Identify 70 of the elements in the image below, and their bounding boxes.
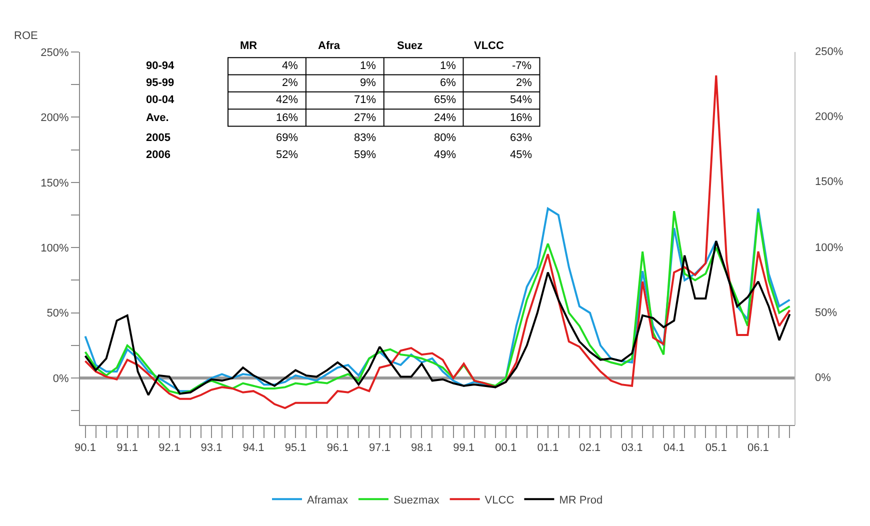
x-tick-label: 03.1 [621,442,643,454]
x-tick-label: 02.1 [579,442,601,454]
annotation: 4% [282,60,298,72]
x-tick-label: 00.1 [495,442,517,454]
x-tick-label: 93.1 [200,442,222,454]
annotation: MR [240,40,258,52]
annotation: 83% [354,132,376,144]
annotation: 2% [516,77,532,89]
annotation: 1% [440,60,456,72]
annotation: 45% [510,149,532,161]
annotation: Suez [397,40,424,52]
annotation: 16% [510,112,532,124]
annotation: Afra [318,40,341,52]
x-tick-label: 92.1 [158,442,180,454]
annotation: 69% [276,132,298,144]
annotation: 90-94 [146,60,176,72]
annotation: 16% [276,112,298,124]
x-tick-label: 95.1 [284,442,306,454]
x-tick-label: 91.1 [116,442,138,454]
x-tick-label: 99.1 [453,442,474,454]
annotation: 54% [510,94,532,106]
annotation: Ave. [146,112,169,124]
annotation: 95-99 [146,77,174,89]
x-tick-label: 06.1 [747,442,769,454]
annotation: -7% [512,60,532,72]
x-tick-label: 04.1 [663,442,685,454]
annotation: 24% [434,112,456,124]
annotation: 65% [434,94,456,106]
y2-tick-label: 50% [815,307,838,319]
legend-label: Suezmax [393,494,440,506]
y-tick-label: 100% [40,242,70,254]
y2-tick-label: 250% [815,46,844,58]
annotation: 2006 [146,149,170,161]
x-tick-label: 94.1 [242,442,264,454]
annotation: 59% [354,149,376,161]
y-tick-label: 150% [40,177,70,190]
legend-label: Aframax [307,494,348,506]
legend-label: MR Prod [559,494,603,506]
annotation: 2% [282,77,298,89]
x-tick-label: 98.1 [411,442,432,454]
annotation: 71% [354,94,376,106]
annotation: 6% [440,77,456,89]
annotation: 52% [276,149,298,161]
legend-label: VLCC [484,494,514,506]
y-tick-label: 250% [40,46,70,59]
x-tick-label: 01.1 [537,442,559,454]
annotation: 27% [354,112,376,124]
annotation: 1% [360,60,376,72]
annotation: 42% [276,94,298,106]
y2-tick-label: 200% [815,111,844,123]
line-series [84,74,791,410]
annotation: 80% [434,132,456,144]
y-tick-label: 50% [46,308,70,320]
y-tick-label: 0% [52,372,70,385]
annotation: 00-04 [146,94,176,106]
y-axis-title: ROE [14,30,38,42]
y-tick-label: 200% [40,112,70,124]
x-tick-label: 05.1 [705,442,727,454]
x-tick-label: 90.1 [74,442,96,454]
annotation: 49% [434,149,456,161]
annotation: 63% [510,132,532,144]
x-tick-label: 97.1 [368,442,390,454]
annotation: 2005 [146,132,170,144]
x-tick-label: 96.1 [326,442,348,454]
y2-tick-label: 100% [815,242,844,254]
y2-tick-label: 150% [815,176,844,188]
annotation: 9% [360,77,376,89]
annotation: VLCC [474,40,504,52]
y2-tick-label: 0% [815,372,832,384]
line-series [84,240,791,396]
